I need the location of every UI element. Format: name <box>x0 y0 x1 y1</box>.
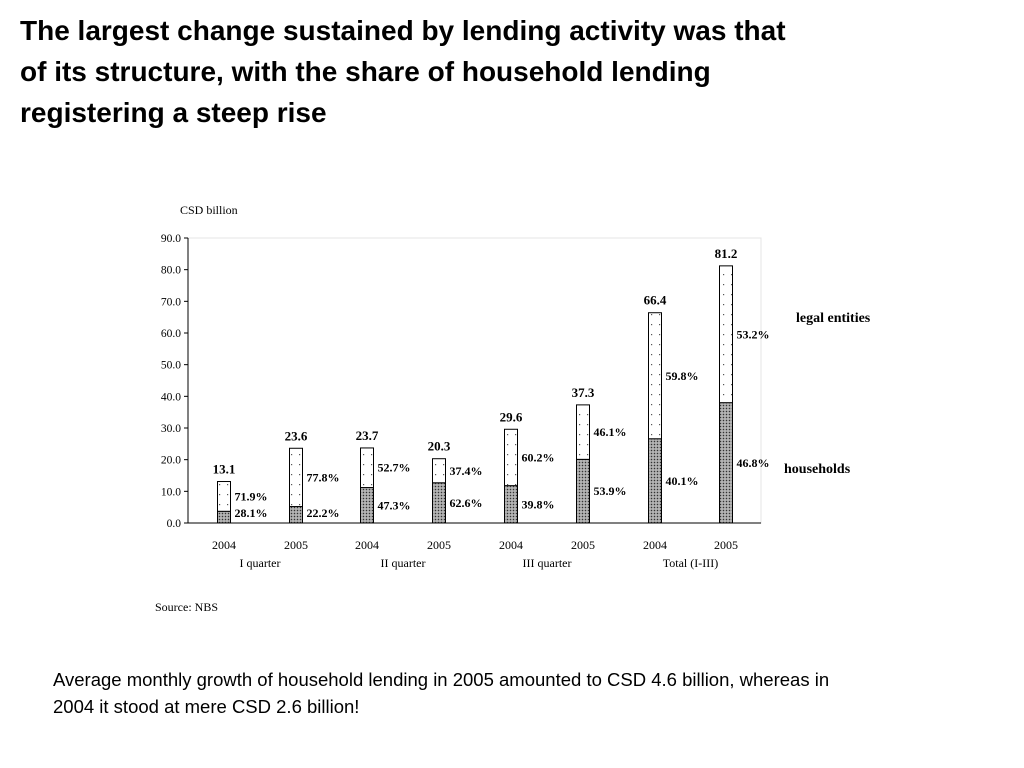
title-line-3: registering a steep rise <box>20 97 327 128</box>
share-label-households: 39.8% <box>522 497 555 511</box>
share-label-legal-entities: 60.2% <box>522 450 555 464</box>
total-label: 37.3 <box>572 385 595 400</box>
share-label-legal-entities: 53.2% <box>737 327 770 341</box>
slide-title: The largest change sustained by lending … <box>20 10 980 133</box>
bars <box>217 265 733 524</box>
bar-households <box>289 506 303 524</box>
total-label: 20.3 <box>428 439 451 454</box>
x-group-label: I quarter <box>240 556 281 570</box>
title-line-1: The largest change sustained by lending … <box>20 15 786 46</box>
y-tick-label: 0.0 <box>167 518 182 530</box>
y-tick-label: 70.0 <box>161 296 181 308</box>
bar-households <box>432 482 446 524</box>
bar-legal-entities <box>289 447 303 508</box>
share-label-legal-entities: 46.1% <box>594 425 627 439</box>
footer-line-2: 2004 it stood at mere CSD 2.6 billion! <box>53 696 360 717</box>
bar-legal-entities <box>360 447 374 489</box>
footer-note: Average monthly growth of household lend… <box>53 666 1018 720</box>
total-label: 23.7 <box>356 428 379 443</box>
total-label: 66.4 <box>644 293 667 308</box>
bar-legal-entities <box>217 481 231 512</box>
share-label-legal-entities: 37.4% <box>450 464 483 478</box>
plot-area <box>187 237 762 524</box>
share-label-households: 40.1% <box>666 474 699 488</box>
x-group-label: II quarter <box>381 556 426 570</box>
y-tick-label: 10.0 <box>161 486 181 498</box>
share-label-households: 46.8% <box>737 456 770 470</box>
share-label-households: 28.1% <box>235 506 268 520</box>
legend-legal-entities: legal entities <box>796 311 871 326</box>
share-label-households: 53.9% <box>594 484 627 498</box>
x-tick-label: 2004 <box>499 538 523 552</box>
share-label-legal-entities: 59.8% <box>666 369 699 383</box>
legend-households: households <box>784 462 851 477</box>
bar-legal-entities <box>576 404 590 460</box>
bar-households <box>504 485 518 524</box>
x-tick-label: 2005 <box>427 538 451 552</box>
title-line-2: of its structure, with the share of hous… <box>20 56 711 87</box>
bar-legal-entities <box>719 265 733 404</box>
share-label-households: 62.6% <box>450 496 483 510</box>
chart-source: Source: NBS <box>155 600 218 614</box>
share-label-households: 22.2% <box>307 506 340 520</box>
total-label: 13.1 <box>213 462 236 477</box>
x-group-label: III quarter <box>523 556 572 570</box>
share-label-households: 47.3% <box>378 498 411 512</box>
share-label-legal-entities: 71.9% <box>235 489 268 503</box>
y-tick-label: 60.0 <box>161 328 181 340</box>
x-tick-label: 2004 <box>212 538 236 552</box>
bar-legal-entities <box>432 458 446 484</box>
share-label-legal-entities: 52.7% <box>378 461 411 475</box>
y-tick-label: 50.0 <box>161 360 181 372</box>
bar-households <box>719 402 733 524</box>
y-tick-label: 40.0 <box>161 391 181 403</box>
y-tick-label: 90.0 <box>161 233 181 245</box>
total-label: 29.6 <box>500 409 523 424</box>
footer-line-1: Average monthly growth of household lend… <box>53 669 830 690</box>
bar-households <box>648 438 662 524</box>
x-tick-label: 2004 <box>643 538 667 552</box>
bar-households <box>576 458 590 524</box>
total-label: 23.6 <box>285 428 308 443</box>
bar-households <box>360 487 374 524</box>
bar-households <box>217 510 231 524</box>
y-tick-label: 30.0 <box>161 423 181 435</box>
share-label-legal-entities: 77.8% <box>307 470 340 484</box>
bar-labels: 13.1 28.1% 71.9% 23.6 22.2% 77.8% 23.7 47.3% 52.… <box>213 246 770 520</box>
y-axis-label: CSD billion <box>180 203 238 217</box>
bar-legal-entities <box>504 428 518 487</box>
x-tick-label: 2005 <box>571 538 595 552</box>
x-group-label: Total (I-III) <box>663 556 718 570</box>
x-tick-label: 2004 <box>355 538 379 552</box>
x-tick-label: 2005 <box>284 538 308 552</box>
y-tick-label: 80.0 <box>161 265 181 277</box>
total-label: 81.2 <box>715 246 738 261</box>
bar-legal-entities <box>648 312 662 440</box>
x-tick-label: 2005 <box>714 538 738 552</box>
y-tick-label: 20.0 <box>161 455 181 467</box>
y-ticks: 0.0 10.0 20.0 30.0 40.0 50.0 60.0 70.0 80.0 90.0 <box>161 233 188 530</box>
